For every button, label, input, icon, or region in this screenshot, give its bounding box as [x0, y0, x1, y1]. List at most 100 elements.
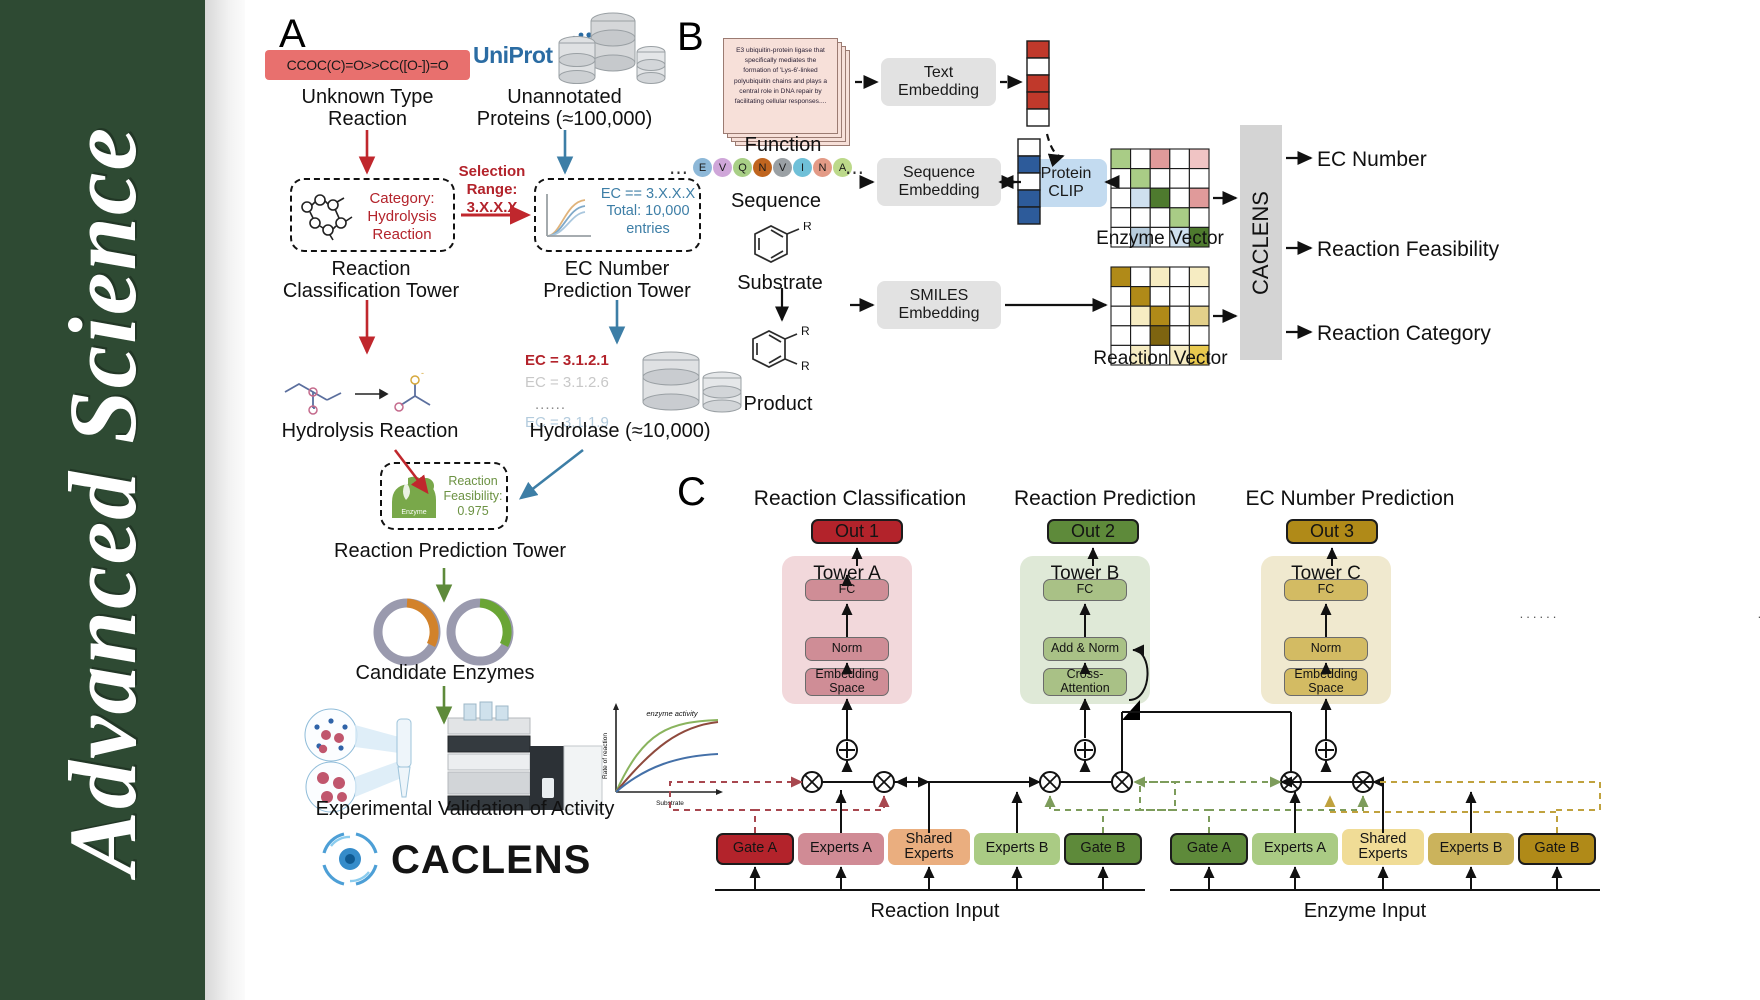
- sequence-residue-a-7: A: [833, 158, 852, 177]
- sequence-residue-e-0: E: [693, 158, 712, 177]
- smiles-string-box: CCOC(C)=O>>CC([O-])=O: [265, 50, 470, 80]
- sequence-residue-q-2: Q: [733, 158, 752, 177]
- sequence-ellipsis-left: ⋯: [669, 163, 688, 184]
- sequence-residue-i-5: I: [793, 158, 812, 177]
- panel-c-title-2: EC Number Prediction: [1245, 487, 1455, 510]
- candidate-plasmids-icon: [373, 598, 514, 666]
- experimental-validation-label: Experimental Validation of Activity: [315, 798, 615, 820]
- product-molecule-icon: R R: [752, 325, 810, 373]
- tower-c-block-embedding: Embedding Space: [1284, 667, 1368, 696]
- text-embedding-vector: [1026, 40, 1050, 127]
- tower-b-title: Tower B: [1050, 563, 1120, 584]
- page-gutter: [205, 0, 245, 1000]
- product-label: Product: [743, 393, 813, 415]
- ec-list-item-1: EC = 3.1.2.6: [525, 374, 609, 391]
- left-experts-b: Experts B: [974, 833, 1060, 865]
- right-gate-b: Gate B: [1518, 833, 1596, 865]
- enzyme-shape-icon: Enzyme: [392, 476, 436, 518]
- sequence-label: Sequence: [730, 190, 822, 212]
- plot-y-label: Rate of reaction: [602, 733, 609, 779]
- enzyme-vector-grid: [1110, 148, 1210, 248]
- uniprot-wordmark: UniProt: [473, 42, 553, 68]
- panel-b-letter: B: [677, 15, 704, 59]
- product-r1-label: R: [801, 325, 810, 338]
- tower-a-block-fc: FC: [805, 579, 889, 601]
- enzyme-input-label: Enzyme Input: [1303, 900, 1427, 922]
- sequence-embedding-box: Sequence Embedding: [877, 158, 1001, 206]
- plot-curve-label: enzyme activity: [646, 709, 699, 718]
- tower-c-block-fc: FC: [1284, 579, 1368, 601]
- reaction-classification-tower-label: Reaction Classification Tower: [282, 258, 460, 303]
- sequence-residue-n-6: N: [813, 158, 832, 177]
- product-r2-label: R: [801, 359, 810, 373]
- tower-a-block-embedding: Embedding Space: [805, 667, 889, 696]
- hplc-instrument-icon: [447, 701, 603, 811]
- right-shared-experts: Shared Experts: [1342, 829, 1424, 865]
- candidate-enzymes-label: Candidate Enzymes: [355, 662, 535, 684]
- figure-canvas: A CCOC(C)=O>>CC([O-])=O Unknown Type Rea…: [245, 0, 1760, 1000]
- left-gate-b: Gate B: [1064, 833, 1142, 865]
- caclens-wordmark: CACLENS: [391, 838, 592, 882]
- substrate-molecule-icon: R: [754, 222, 812, 263]
- reaction-prediction-tower-label: Reaction Prediction Tower: [334, 540, 566, 562]
- database-stack-icon: [558, 12, 666, 84]
- function-label: Function: [744, 134, 822, 156]
- tower-a-block-norm: Norm: [805, 637, 889, 661]
- ec-prediction-tower-label: EC Number Prediction Tower: [543, 258, 691, 303]
- substrate-r-label: R: [803, 222, 812, 233]
- right-experts-a: Experts A: [1252, 833, 1338, 865]
- substrate-label: Substrate: [737, 272, 823, 294]
- panel-c-title-0: Reaction Classification: [753, 487, 967, 510]
- out-3-box: Out 3: [1286, 519, 1378, 544]
- hydrolase-label: Hydrolase (≈10,000): [529, 420, 711, 442]
- unannotated-proteins-label: Unannotated Proteins (≈100,000): [476, 86, 653, 131]
- ec-box-text: EC == 3.X.X.X Total: 10,000 entries: [600, 186, 696, 237]
- reaction-category-box: [290, 178, 455, 252]
- selection-range-label: Selection Range: 3.X.X.X: [458, 163, 526, 216]
- hydrolysis-reaction-molecules: -: [284, 368, 431, 415]
- panel-c-letter: C: [677, 470, 706, 514]
- hydrolase-database-icon: [642, 351, 742, 413]
- sample-prep-icon: [304, 708, 412, 813]
- enzyme-tag-text: Enzyme: [401, 509, 426, 516]
- reaction-input-label: Reaction Input: [870, 900, 1000, 922]
- sequence-residue-n-3: N: [753, 158, 772, 177]
- activity-curve-plot: enzyme activity Rate of reaction Substra…: [602, 703, 723, 807]
- caclens-logo-icon: [322, 832, 378, 886]
- journal-title: Advanced Science: [49, 125, 157, 875]
- caclens-processing-bar: CACLENS: [1240, 125, 1282, 360]
- text-embedding-box: Text Embedding: [881, 58, 996, 106]
- left-shared-experts: Shared Experts: [888, 829, 970, 865]
- hydrolysis-reaction-label: Hydrolysis Reaction: [281, 420, 459, 442]
- panel-a-letter: A: [279, 12, 306, 56]
- unknown-reaction-label: Unknown Type Reaction: [301, 86, 434, 131]
- sequence-residue-v-4: V: [773, 158, 792, 177]
- sigmoid-curves-icon: [546, 194, 591, 237]
- tower-c-block-norm: Norm: [1284, 637, 1368, 661]
- tower-b-dots: ......: [1020, 606, 1760, 621]
- tower-c-dots: ......: [1261, 606, 1760, 621]
- feasibility-text: Reaction Feasibility: 0.975: [443, 474, 503, 518]
- tower-a-dots: ......: [1519, 606, 1560, 621]
- enzyme-vector-label: Enzyme Vector: [1096, 228, 1224, 249]
- right-gate-a: Gate A: [1170, 833, 1248, 865]
- left-gate-a: Gate A: [716, 833, 794, 865]
- svg-text:-: -: [421, 368, 424, 378]
- output-reaction-feasibility: Reaction Feasibility: [1317, 238, 1500, 261]
- reaction-vector-grid: [1110, 266, 1210, 366]
- smiles-embedding-box: SMILES Embedding: [877, 281, 1001, 329]
- sequence-embedding-vector: [1017, 138, 1041, 225]
- caclens-bar-label: CACLENS: [1248, 190, 1274, 295]
- left-experts-a: Experts A: [798, 833, 884, 865]
- ec-list-item-3: EC = 3.1.1.9: [525, 414, 609, 431]
- output-reaction-category: Reaction Category: [1317, 322, 1491, 345]
- tower-b-block-crossattention: Cross- Attention: [1043, 667, 1127, 696]
- ec-list-item-2: ......: [535, 396, 567, 413]
- sequence-residue-v-1: V: [713, 158, 732, 177]
- right-experts-b: Experts B: [1428, 833, 1514, 865]
- reaction-vector-label: Reaction Vector: [1093, 348, 1228, 369]
- ec-number-box: [534, 178, 701, 252]
- tower-a-title: Tower A: [813, 563, 881, 584]
- panel-c-title-1: Reaction Prediction: [1013, 487, 1197, 510]
